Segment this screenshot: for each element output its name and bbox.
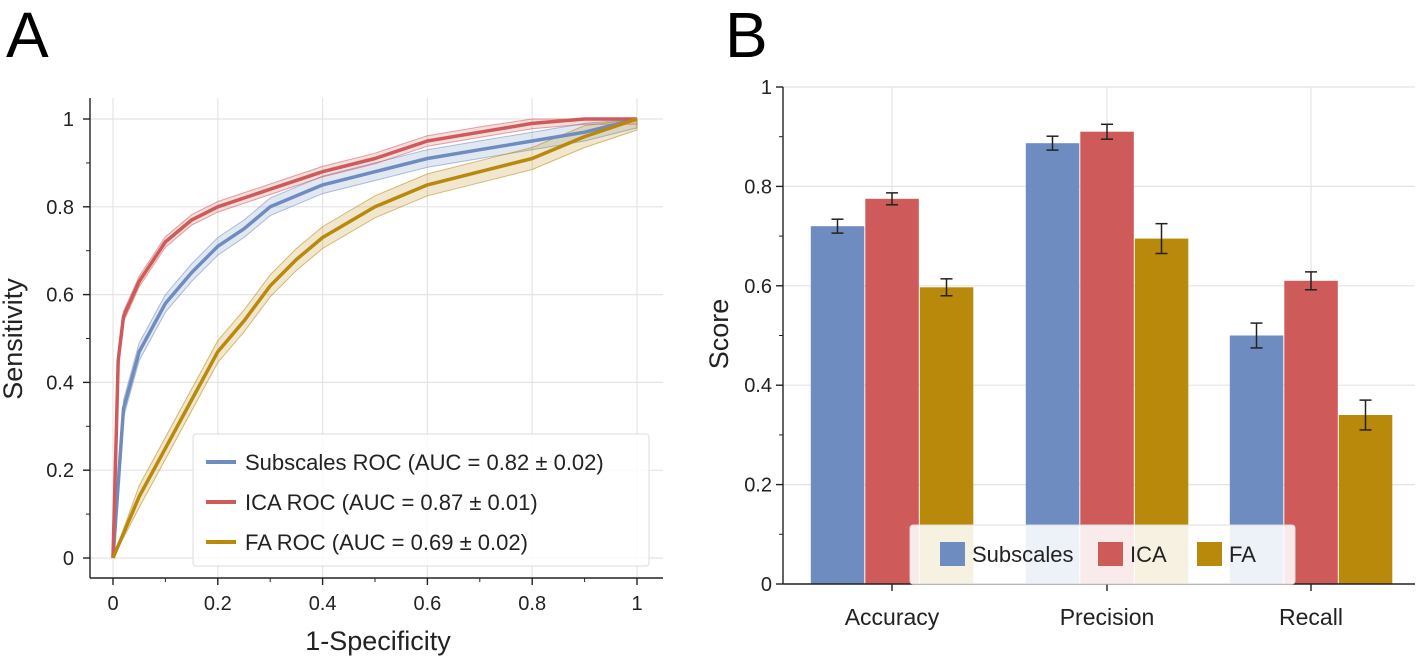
bar-x-tick-label-accuracy: Accuracy	[845, 604, 940, 630]
bar-error-bars	[831, 123, 1372, 431]
bar-y-ticks: 0 0.2 0.4 0.6 0.8 1	[744, 77, 783, 596]
bar-chart: 0 0.2 0.4 0.6 0.8 1 Accuracy Precision Recall S…	[704, 77, 1415, 630]
roc-y-tick-label-3: 0.6	[46, 285, 74, 307]
bar-legend-swatch-ica	[1098, 542, 1123, 566]
bar-fa-recall	[1338, 415, 1393, 584]
roc-x-tick-label-1: 0.2	[204, 593, 232, 615]
roc-legend-label-subscales: Subscales ROC (AUC = 0.82 ± 0.02)	[245, 450, 604, 475]
bar-legend-label-fa: FA	[1229, 542, 1256, 567]
roc-y-tick-label-2: 0.4	[46, 372, 74, 394]
roc-y-tick-label-0: 0	[63, 548, 74, 570]
roc-line-fa	[111, 117, 638, 559]
bar-y-tick-label-0: 0	[761, 574, 772, 596]
bar-y-axis-label: Score	[704, 299, 734, 370]
roc-y-tick-label-4: 0.8	[46, 197, 74, 219]
roc-x-tick-label-5: 1	[631, 593, 642, 615]
roc-x-tick-label-3: 0.6	[413, 593, 441, 615]
roc-x-tick-label-2: 0.4	[309, 593, 337, 615]
bar-subscales-precision	[1025, 143, 1080, 584]
roc-x-tick-label-4: 0.8	[518, 593, 546, 615]
bar-x-ticks: Accuracy Precision Recall	[845, 584, 1343, 630]
roc-legend-label-fa: FA ROC (AUC = 0.69 ± 0.02)	[245, 530, 528, 555]
roc-legend: Subscales ROC (AUC = 0.82 ± 0.02) ICA ROC…	[192, 433, 650, 567]
bar-y-tick-label-5: 1	[761, 77, 772, 99]
roc-chart: 0 0.2 0.4 0.6 0.8 1 0 0.2 0.4 0.6 0.8 1 1-Specific…	[0, 98, 663, 656]
roc-y-ticks: 0 0.2 0.4 0.6 0.8 1	[46, 109, 90, 570]
bar-subscales-accuracy	[810, 226, 865, 584]
panel-a-label: A	[6, 0, 49, 71]
bar-y-tick-label-2: 0.4	[744, 375, 772, 397]
roc-lines	[111, 117, 638, 559]
roc-line-ica	[111, 117, 637, 559]
bar-legend-label-subscales: Subscales	[972, 542, 1074, 567]
bar-marks	[810, 131, 1393, 585]
bar-x-tick-label-precision: Precision	[1060, 604, 1155, 630]
bar-y-tick-label-4: 0.8	[744, 176, 772, 198]
bar-x-tick-label-recall: Recall	[1279, 604, 1343, 630]
roc-line-subscales	[111, 117, 638, 559]
roc-x-tick-label-0: 0	[107, 593, 118, 615]
roc-grid	[90, 98, 663, 578]
roc-x-ticks: 0 0.2 0.4 0.6 0.8 1	[107, 578, 643, 615]
bar-y-tick-label-3: 0.6	[744, 276, 772, 298]
roc-legend-box	[192, 433, 650, 567]
bar-legend-swatch-fa	[1197, 542, 1222, 566]
roc-legend-label-ica: ICA ROC (AUC = 0.87 ± 0.01)	[245, 490, 538, 515]
bar-y-tick-label-1: 0.2	[744, 475, 772, 497]
roc-y-tick-label-5: 1	[63, 109, 74, 131]
roc-x-axis-label: 1-Specificity	[305, 626, 451, 656]
roc-y-axis-label: Sensitivity	[0, 278, 28, 400]
bar-ica-accuracy	[865, 198, 919, 585]
bar-ica-precision	[1080, 131, 1134, 584]
bar-legend-label-ica: ICA	[1130, 542, 1167, 567]
panel-b-label: B	[725, 0, 768, 71]
roc-y-tick-label-1: 0.2	[46, 460, 74, 482]
bar-legend: Subscales ICA FA	[909, 524, 1296, 585]
bar-legend-swatch-subscales	[940, 542, 965, 566]
